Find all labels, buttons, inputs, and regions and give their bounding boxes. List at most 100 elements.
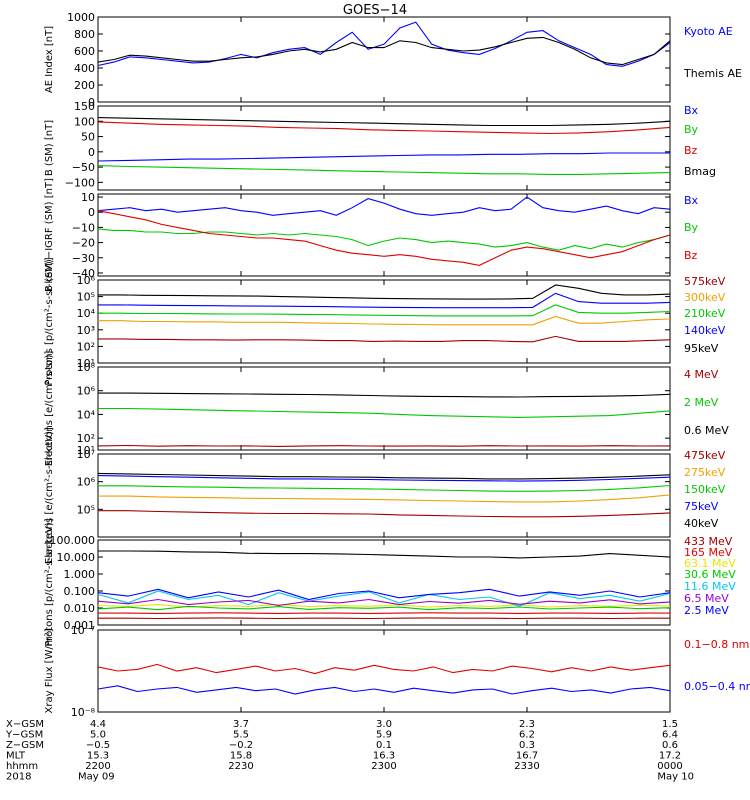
y-tick-label: 1.000 [64,568,96,581]
y-tick-label: 10² [77,432,95,445]
legend-entry: 11.6 MeV [684,580,736,593]
plot-title: GOES−14 [343,3,407,18]
y-tick-label: 10⁴ [77,408,96,421]
footer-row-label: MLT [6,751,26,762]
series-line-2-mev [98,407,671,418]
y-tick-label: 10⁶ [77,385,96,398]
footer-row-label: 2018 [6,772,31,783]
legend-entry: Bz [684,144,698,157]
series-line-bz [97,210,671,266]
series-line-433-mev [98,617,670,620]
y-tick-label: 1000 [67,11,95,24]
footer-cell: 2230 [228,761,253,772]
y-axis-label: Protons [p/(cm²-s-sr-keV)] [44,257,55,385]
legend-entry: 40keV [684,517,719,530]
y-tick-label: −50 [72,161,95,174]
y-tick-label: 10³ [77,324,95,337]
legend-entry: 75keV [684,500,719,513]
series-line-210kev [98,304,671,317]
legend-entry: Bx [684,104,699,117]
series-line-bmag [97,117,671,127]
y-tick-label: 10⁶ [77,274,96,287]
footer-cell: 1.5 [662,719,678,730]
y-axis-label: Xray Flux [W/m²] [44,628,55,713]
y-tick-label: 0 [88,206,95,219]
series-line-by [97,228,671,251]
series-line-140kev [98,292,671,309]
legend-entry: 475keV [684,449,726,462]
series-line-bx [97,196,671,216]
y-tick-label: 10⁸ [77,361,96,374]
footer-cell: 15.3 [87,751,109,762]
y-tick-label: 10.000 [57,551,96,564]
y-tick-label: 200 [74,79,95,92]
series-line-30-6-mev [97,605,671,611]
panel-protons_mev: 100.000 10.000 1.000 0.100 0.010 0.001 Protons… [44,518,736,646]
y-tick-label: 100 [74,115,95,128]
y-tick-label: −20 [72,237,95,250]
panel-frame [97,453,671,538]
series-line-unnamed [98,550,671,559]
legend-entry: By [684,221,699,234]
y-tick-label: 100.000 [50,534,96,547]
legend-entry: 63.1 MeV [684,557,736,570]
y-axis-label: B (SM) [nT] [44,120,55,176]
series-line-themis-ae [97,36,671,66]
series-line-0-6-mev [98,392,671,398]
footer-cell: 2300 [371,761,396,772]
series-line-475kev [98,510,671,518]
footer-cell: 16.7 [516,751,538,762]
y-tick-label: 10⁵ [77,503,95,516]
series-line-300kev [98,315,671,326]
legend-entry: Bmag [684,165,716,178]
footer-cell: 5.5 [233,730,249,741]
footer-cell: 5.9 [376,730,392,741]
legend-entry: 0.1−0.8 nm [684,638,749,651]
footer-cell: −0.2 [229,740,253,751]
y-tick-label: 0.010 [64,602,96,615]
y-tick-label: 0 [88,146,95,159]
panel-frame [97,193,671,277]
legend-entry: Themis AE [683,67,742,80]
panel-frame [97,16,671,103]
footer-cell: 6.2 [519,730,535,741]
footer-cell: 0000 [657,761,682,772]
series-line-0-05-0-4-nm [97,685,671,695]
legend-entry: 150keV [684,483,726,496]
y-tick-label: 10⁶ [77,476,96,489]
footer-cell: 4.4 [90,719,106,730]
legend-entry: 4 MeV [684,368,719,381]
panel-frame [97,539,671,626]
y-tick-label: 10¹ [77,357,95,370]
y-tick-label: 10⁵ [77,291,95,304]
legend-entry: 2.5 MeV [684,604,729,617]
footer-cell: 3.7 [233,719,249,730]
footer-cell: 0.3 [519,740,535,751]
footer-cell: 5.0 [90,730,106,741]
y-tick-label: 10² [77,340,95,353]
legend-entry: 95keV [684,342,719,355]
y-tick-label: 0 [88,96,95,109]
series-line-575kev [98,335,671,343]
footer-row-label: Y−GSM [5,730,43,741]
legend-entry: Bx [684,194,699,207]
y-tick-label: 10⁻⁷ [71,624,95,637]
y-tick-label: 0.001 [64,619,96,632]
y-tick-label: 150 [74,100,95,113]
legend-entry: 6.5 MeV [684,592,729,605]
y-tick-label: 0.100 [64,585,96,598]
legend-entry: By [684,123,699,136]
footer-cell: 6.4 [662,730,678,741]
y-tick-label: 600 [74,45,95,58]
y-tick-label: −10 [72,221,95,234]
footer-cell: 0.1 [376,740,392,751]
y-tick-label: 10⁷ [77,448,95,461]
footer-row-label: Z−GSM [6,740,44,751]
legend-entry: 575keV [684,275,726,288]
panel-bigrf: 10 0 −10 −20 −30 −40 B (SM)−IGRF (SM) [nT] Bx By… [44,178,699,292]
legend-entry: 275keV [684,466,726,479]
series-line-6-5-mev [97,598,671,607]
